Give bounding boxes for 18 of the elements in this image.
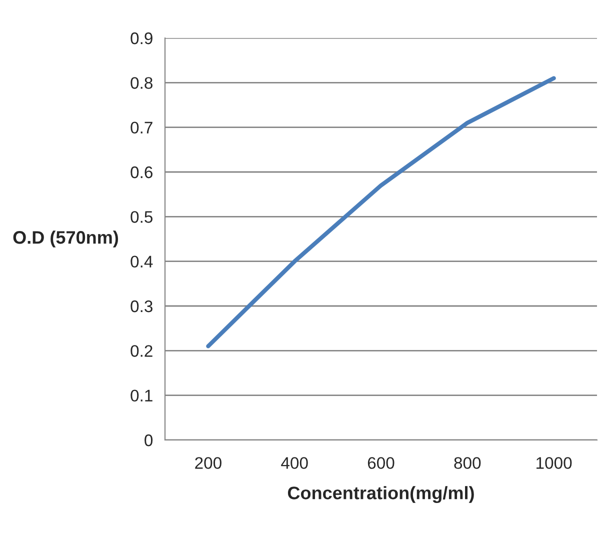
x-tick-label: 400 <box>281 457 308 469</box>
y-tick-label: 0.7 <box>130 122 152 134</box>
x-axis-title: Concentration(mg/ml) <box>288 486 474 503</box>
x-tick-label: 200 <box>195 457 222 469</box>
y-tick-label: 0.1 <box>130 390 152 402</box>
y-tick-label: 0.5 <box>130 211 152 223</box>
y-tick-label: 0.8 <box>130 77 152 89</box>
line-series <box>206 76 556 348</box>
x-tick-label: 1000 <box>536 457 572 469</box>
y-tick-label: 0 <box>144 434 153 446</box>
y-tick-label: 0.3 <box>130 300 152 312</box>
y-axis-title: O.D (570nm) <box>13 230 118 248</box>
y-tick-label: 0.6 <box>130 166 152 178</box>
x-tick-label: 600 <box>368 457 394 469</box>
y-tick-label: 0.2 <box>130 345 152 357</box>
x-tick-label: 800 <box>454 457 481 469</box>
y-tick-label: 0.9 <box>130 32 152 44</box>
y-tick-label: 0.4 <box>130 256 153 268</box>
